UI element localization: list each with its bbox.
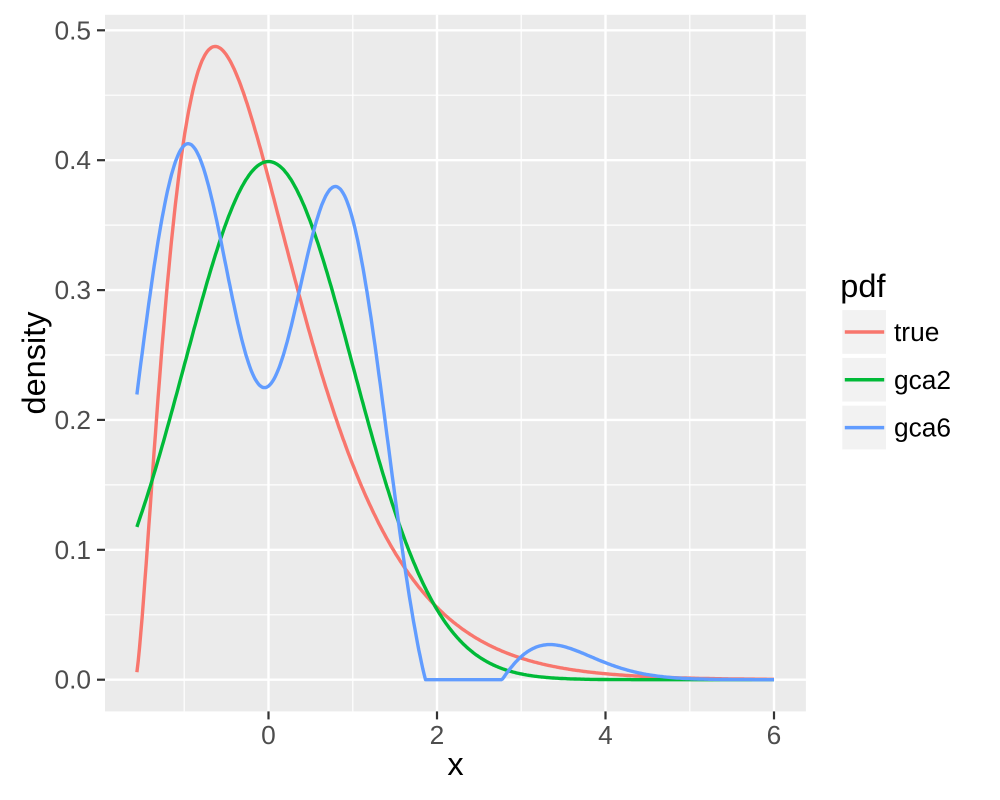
- svg-text:6: 6: [767, 720, 782, 750]
- svg-text:density: density: [16, 311, 52, 415]
- svg-text:0: 0: [261, 720, 276, 750]
- svg-text:0.4: 0.4: [54, 145, 91, 175]
- svg-text:pdf: pdf: [840, 268, 886, 304]
- svg-text:x: x: [447, 746, 463, 782]
- svg-text:gca6: gca6: [894, 413, 951, 443]
- svg-text:gca2: gca2: [894, 365, 951, 395]
- svg-text:0.2: 0.2: [54, 405, 91, 435]
- svg-text:true: true: [894, 317, 939, 347]
- svg-text:4: 4: [598, 720, 613, 750]
- svg-text:0.0: 0.0: [54, 665, 91, 695]
- svg-text:0.3: 0.3: [54, 275, 91, 305]
- svg-text:0.1: 0.1: [54, 535, 91, 565]
- svg-text:2: 2: [430, 720, 445, 750]
- svg-text:0.5: 0.5: [54, 15, 91, 45]
